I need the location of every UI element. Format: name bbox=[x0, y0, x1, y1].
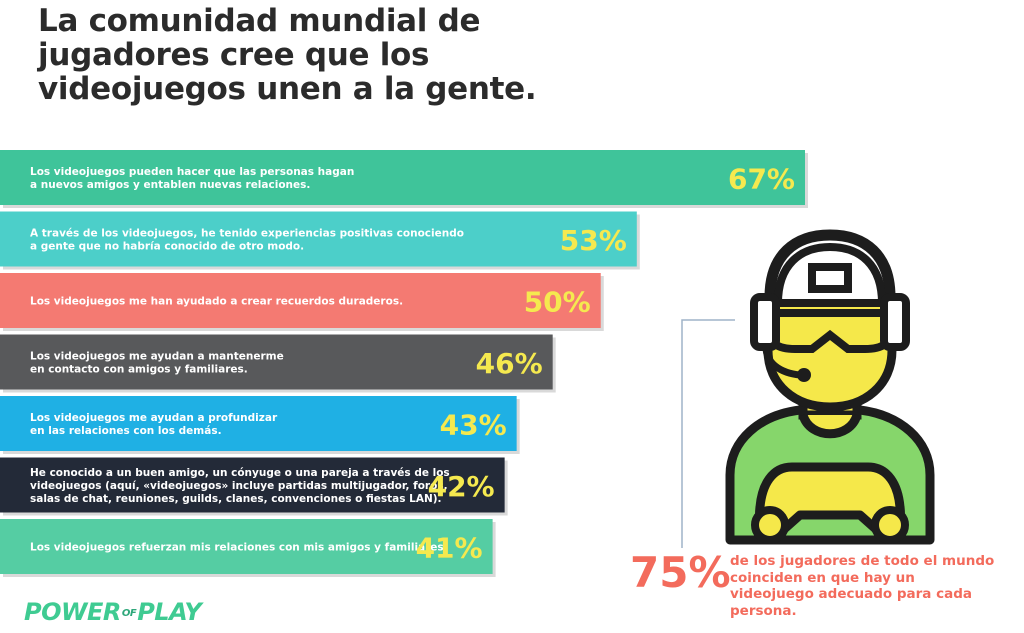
bar bbox=[0, 519, 493, 574]
bar-label-line: Los videojuegos me ayudan a profundizar bbox=[30, 412, 278, 424]
bar bbox=[0, 396, 517, 451]
bar-group: Los videojuegos pueden hacer que las per… bbox=[0, 150, 808, 208]
bar bbox=[0, 457, 505, 513]
bar-value-label: 53% bbox=[560, 224, 627, 257]
power-of-play-logo: POWEROFPLAY bbox=[24, 598, 202, 626]
bar-group: Los videojuegos refuerzan mis relaciones… bbox=[0, 519, 496, 577]
bar-label: Los videojuegos refuerzan mis relaciones… bbox=[30, 542, 448, 554]
bar-value-label: 42% bbox=[428, 470, 495, 503]
bar-label: Los videojuegos me ayudan a profundizar e… bbox=[30, 412, 278, 437]
bar-group: A través de los videojuegos, he tenido e… bbox=[0, 211, 640, 270]
bar-label-line: salas de chat, reuniones, guilds, clanes… bbox=[30, 493, 442, 505]
bar-label-line: videojuegos (aquí, «videojuegos» incluye… bbox=[30, 480, 448, 492]
bar bbox=[0, 334, 553, 390]
bar-group: Los videojuegos me ayudan a mantenerme en… bbox=[0, 334, 556, 393]
bar-value-label: 43% bbox=[440, 409, 507, 442]
bar-label: Los videojuegos me han ayudado a crear r… bbox=[30, 296, 403, 308]
bar-group: Los videojuegos me ayudan a profundizar e… bbox=[0, 396, 520, 454]
logo-word-power: POWER bbox=[24, 598, 121, 626]
bar bbox=[0, 273, 601, 328]
bar-value-label: 67% bbox=[728, 163, 795, 196]
chart-title: La comunidad mundial de jugadores cree q… bbox=[38, 3, 537, 107]
bar-label-line: A través de los videojuegos, he tenido e… bbox=[30, 228, 464, 240]
bar-group: He conocido a un buen amigo, un cónyuge … bbox=[0, 457, 508, 516]
bar-label: A través de los videojuegos, he tenido e… bbox=[30, 228, 464, 253]
bar-label-line: Los videojuegos me ayudan a mantenerme bbox=[30, 351, 284, 363]
bar bbox=[0, 211, 637, 267]
logo-word-play: PLAY bbox=[137, 598, 202, 626]
bar-label: Los videojuegos pueden hacer que las per… bbox=[30, 166, 354, 191]
bar-label-line: a gente que no habría conocido de otro m… bbox=[30, 241, 304, 253]
bar-label: Los videojuegos me ayudan a mantenerme en… bbox=[30, 351, 284, 376]
bar-value-label: 41% bbox=[416, 532, 483, 565]
bar-label-line: en las relaciones con los demás. bbox=[30, 425, 222, 437]
bar bbox=[0, 150, 805, 205]
callout-text: de los jugadores de todo el mundo coinci… bbox=[730, 553, 995, 619]
bar-value-label: 50% bbox=[524, 286, 591, 319]
bar-label-line: He conocido a un buen amigo, un cónyuge … bbox=[30, 467, 450, 479]
bar-group: Los videojuegos me han ayudado a crear r… bbox=[0, 273, 604, 331]
bar-label-line: Los videojuegos pueden hacer que las per… bbox=[30, 166, 354, 178]
bar-label-line: Los videojuegos refuerzan mis relaciones… bbox=[30, 542, 448, 554]
bar-label: He conocido a un buen amigo, un cónyuge … bbox=[30, 467, 450, 505]
bar-label-line: a nuevos amigos y entablen nuevas relaci… bbox=[30, 179, 310, 191]
bar-label-line: en contacto con amigos y familiares. bbox=[30, 364, 248, 376]
gamer-with-headset-and-controller-icon bbox=[725, 229, 935, 545]
callout-percentage: 75% bbox=[630, 548, 731, 597]
logo-word-of: OF bbox=[121, 607, 137, 619]
bar-value-label: 46% bbox=[476, 347, 543, 380]
bar-label-line: Los videojuegos me han ayudado a crear r… bbox=[30, 296, 403, 308]
